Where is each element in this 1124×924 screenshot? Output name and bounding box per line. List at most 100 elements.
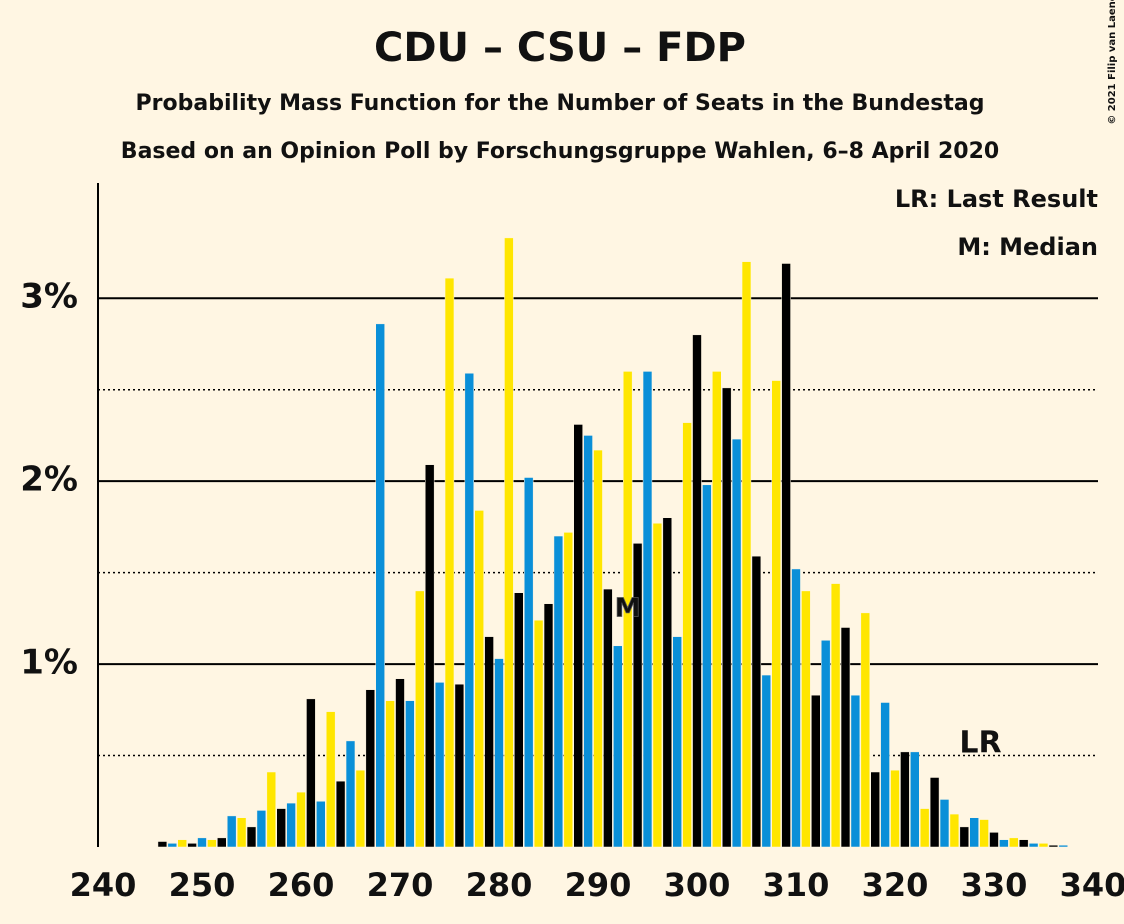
bar [157,841,168,848]
bar [999,839,1009,848]
x-tick-label: 340 [1060,866,1124,904]
bar [306,698,316,848]
annotation: LR [959,726,1001,761]
x-tick-label: 270 [367,866,434,904]
bar [622,371,633,848]
x-tick-label: 250 [169,866,236,904]
y-tick-label: 2% [20,460,78,500]
bar [860,612,871,848]
copyright: © 2021 Filip van Laenen [1107,0,1118,125]
x-tick-label: 330 [961,866,1028,904]
legend-entry: M: Median [957,233,1098,261]
bar [415,590,425,848]
bar [504,237,514,848]
bar [1038,843,1049,848]
y-tick-label: 1% [20,643,78,683]
bar [207,839,217,848]
bar [286,802,296,848]
bar [721,387,732,848]
bar [236,817,247,848]
bar [900,751,910,848]
bar [692,334,702,848]
bar [395,678,405,848]
bar [1028,843,1039,848]
bar [256,810,267,848]
bar [662,517,673,848]
legend-entry: LR: Last Result [895,185,1098,213]
bar [523,477,534,848]
bar [365,689,376,848]
bar [385,700,395,848]
bar [434,682,445,848]
bar [890,769,900,848]
bar [474,510,484,848]
bar [563,532,574,848]
bar [583,435,593,848]
bar [325,711,336,848]
bar [791,568,801,848]
bar [593,449,603,848]
bar [781,263,791,848]
bar [1009,837,1019,848]
bar [1048,844,1059,848]
bar [702,484,712,848]
bar [949,813,960,848]
bar [751,555,762,848]
bar [187,843,197,848]
bar [424,464,435,848]
bar [335,780,346,848]
bar [929,777,940,848]
chart-title: CDU – CSU – FDP [374,25,746,71]
bar [316,801,326,848]
bar [543,603,554,848]
bar [761,674,772,848]
bar [969,817,979,848]
bar [880,702,890,848]
x-tick-label: 290 [565,866,632,904]
bar [840,627,851,848]
bar [682,422,692,848]
bar [553,535,564,848]
bar [731,438,742,848]
bar [454,683,465,848]
chart-subtitle: Probability Mass Function for the Number… [136,91,985,116]
annotation: M [615,594,641,624]
bar [444,277,455,848]
bar [217,837,227,848]
bar [910,751,920,848]
bar [741,261,752,848]
x-tick-label: 300 [664,866,731,904]
bar [919,808,930,848]
bar [276,808,286,848]
bar [405,700,415,848]
bar [820,640,831,848]
bar [850,694,861,848]
bar [375,323,385,848]
x-tick-label: 280 [466,866,533,904]
bar [672,636,682,848]
y-tick-label: 3% [20,277,78,317]
chart-subtitle: Based on an Opinion Poll by Forschungsgr… [121,139,999,164]
bar [296,791,306,848]
bar [811,694,821,848]
bar [1018,839,1029,848]
bar [801,590,811,848]
x-tick-label: 310 [763,866,830,904]
bar [1058,844,1069,848]
bar [979,819,989,848]
x-tick-label: 240 [70,866,137,904]
bar [989,832,999,848]
bar [226,815,237,848]
bar [573,424,583,848]
bar [494,658,504,848]
bar [712,371,722,848]
x-tick-label: 320 [862,866,929,904]
bar [167,843,178,848]
bar [514,592,524,848]
bar [870,771,880,848]
bar [464,372,475,848]
bar [533,619,544,848]
bar [632,543,643,848]
bar [652,522,663,848]
